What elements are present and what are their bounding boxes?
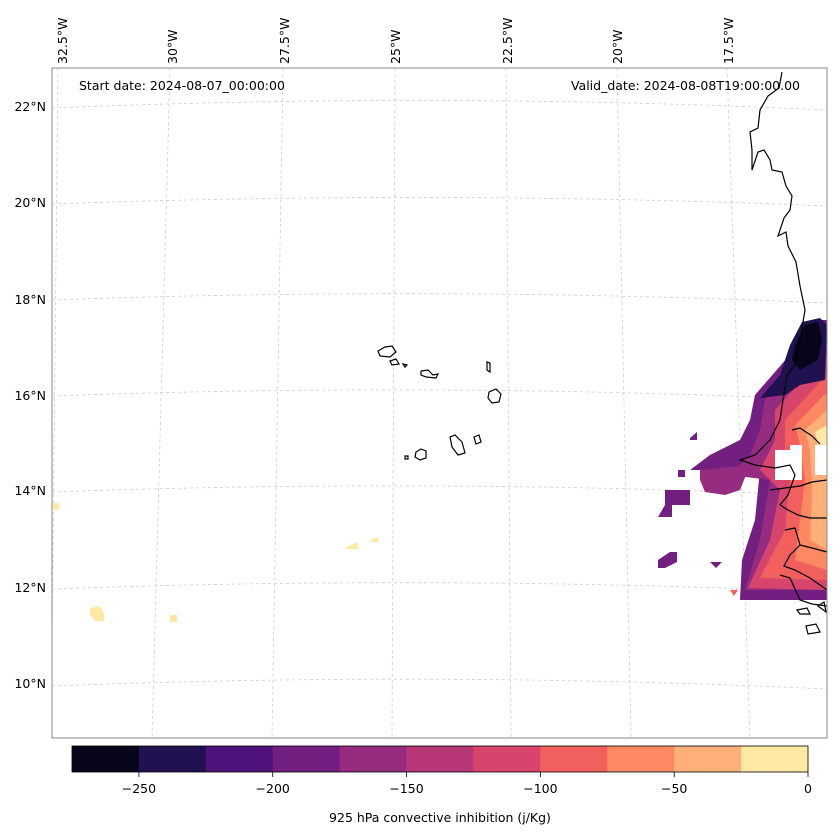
cin-contours [53,318,827,622]
coastlines [377,71,827,635]
map-panel[interactable]: Start date: 2024-08-07_00:00:00 Valid_da… [51,68,827,738]
map-frame [51,67,828,739]
colorbar-tick-label: −50 [661,781,687,796]
colorbar-tick-label: −100 [523,781,557,796]
cin-patch-west-1 [690,432,697,440]
guinea-bissau-coastline [783,527,827,591]
longitude-labels: 32.5°W 30°W 27.5°W 25°W 22.5°W 20°W 17.5… [55,18,736,64]
cin-patch-west-4 [700,465,750,495]
cin-patch-west-2 [678,470,685,477]
santo-antao-island [377,345,397,358]
santiago-island [449,434,466,456]
cin-patch-west-7 [730,590,738,596]
valid-date-label: Valid_date: 2024-08-08T19:00:00.00 [571,78,800,93]
cin-patch-west-3 [658,490,690,517]
boa-vista-island [487,388,502,404]
lat-label-20n: 20°N [14,195,46,210]
cin-contour-band-7 [815,425,827,445]
colorbar-tick-label: −200 [256,781,290,796]
lat-label-10n: 10°N [14,676,46,691]
colorbar-ticks [138,772,809,777]
cin-patch-atlantic-4 [345,543,358,549]
lon-label-22-5w: 22.5°W [500,18,515,64]
lon-label-20w: 20°W [610,29,625,64]
colorbar-tick-label: −250 [122,781,156,796]
sao-vicente-island [389,358,400,366]
sal-island [486,361,491,374]
colorbar-cell [406,746,474,772]
coast-rivers [779,427,827,607]
cin-strong-core-inner [792,322,822,370]
bijagos-islands [795,601,827,635]
colorbar-title: 925 hPa convective inhibition (j/Kg) [329,810,551,825]
cin-patch-atlantic-3 [170,615,177,622]
cin-patch-atlantic-1 [53,503,59,510]
lon-label-17-5w: 17.5°W [721,18,736,64]
colorbar-cell [607,746,675,772]
lon-label-32-5w: 32.5°W [55,18,70,64]
lat-label-18n: 18°N [14,292,46,307]
lat-label-12n: 12°N [14,580,46,595]
lon-label-30w: 30°W [165,29,180,64]
gambia-coastline [769,479,827,491]
colorbar-cell [72,746,140,772]
colorbar-frame [71,745,809,773]
colorbar-cell [473,746,541,772]
santa-luzia-island [401,363,409,368]
colorbar-tick-label: −150 [389,781,423,796]
fogo-island [414,448,427,461]
maio-island [473,434,482,445]
colorbar: −250 −200 −150 −100 −50 0 925 hPa convec… [71,745,812,825]
lat-label-16n: 16°N [14,388,46,403]
brava-island [404,455,409,460]
lon-label-25w: 25°W [388,29,403,64]
guinea-coastline [799,544,827,553]
colorbar-cell [272,746,340,772]
cin-patch-atlantic-2 [90,606,104,621]
cin-patch-atlantic-5 [371,537,378,542]
start-date-label: Start date: 2024-08-07_00:00:00 [79,78,285,93]
lat-label-14n: 14°N [14,483,46,498]
colorbar-cell [540,746,608,772]
lat-label-22n: 22°N [14,99,46,114]
colorbar-cell [205,746,274,772]
cin-patch-west-6 [710,562,722,568]
africa-coastline [738,71,827,519]
colorbar-tick-label: 0 [804,781,812,796]
colorbar-cell [741,746,809,772]
colorbar-cell [339,746,407,772]
colorbar-cells [72,746,809,772]
colorbar-cell [138,746,207,772]
lon-label-27-5w: 27.5°W [277,18,292,64]
cin-patch-west-5 [658,552,677,568]
latitude-labels: 22°N 20°N 18°N 16°N 14°N 12°N 10°N [14,99,46,691]
sao-nicolau-island [420,369,440,379]
colorbar-cell [674,746,742,772]
